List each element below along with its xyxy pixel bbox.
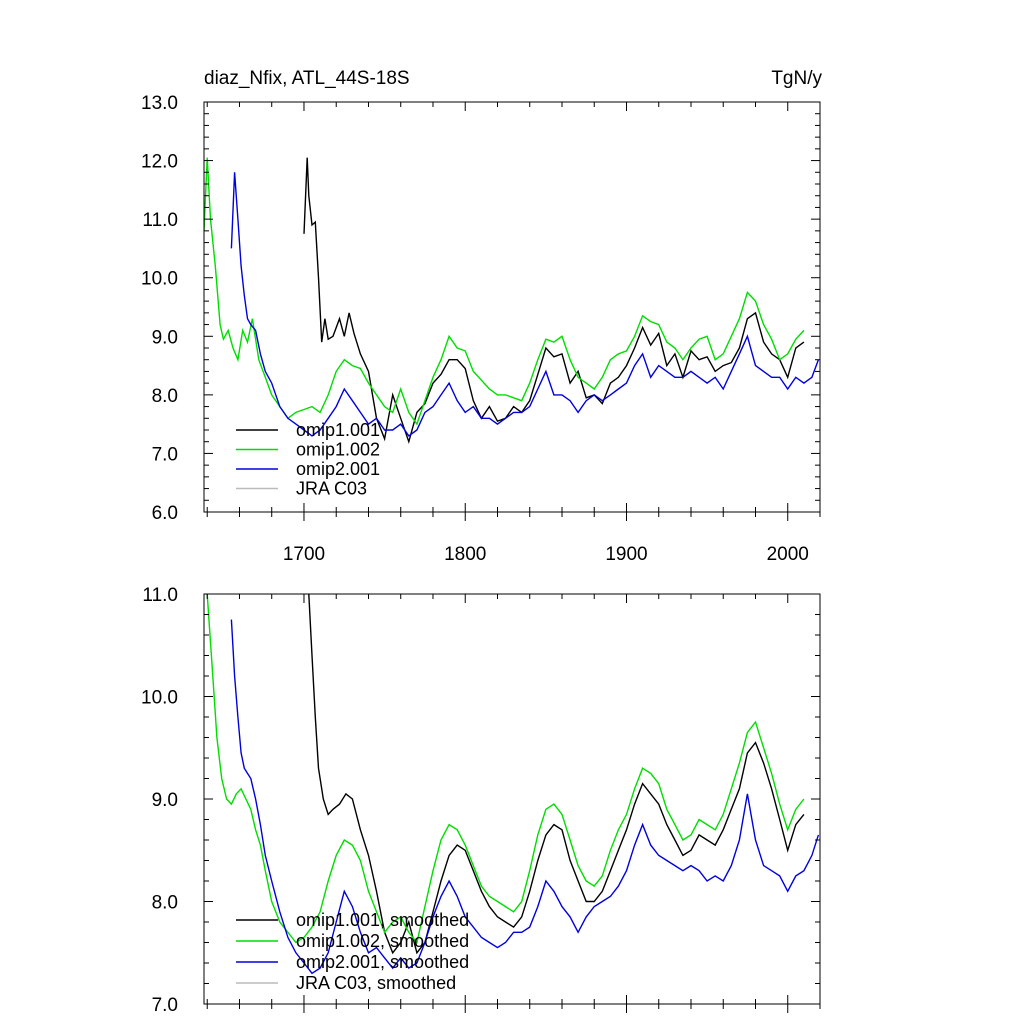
bottom-panel-series xyxy=(206,594,820,975)
series-line-omip1-001-smoothed xyxy=(308,594,805,955)
top-panel-units: TgN/y xyxy=(771,68,822,89)
y-tick-label: 10.0 xyxy=(141,688,178,709)
top-panel-frame xyxy=(203,101,821,513)
legend-label: omip1.001 xyxy=(296,420,380,440)
y-tick-label: 13.0 xyxy=(141,93,178,114)
y-tick-label: 8.0 xyxy=(152,386,178,407)
y-tick-label: 7.0 xyxy=(152,444,178,465)
bottom-panel-ticks: 7.0 8.0 9.0 10.0 11.0 xyxy=(141,585,821,1016)
legend-label: JRA C03 xyxy=(296,479,367,499)
top-panel: diaz_Nfix, ATL_44S-18S TgN/y 6.0 7.0 8.0 9.… xyxy=(141,68,822,565)
top-panel-ticks: 6.0 7.0 8.0 9.0 10.0 11.0 12.0 13.0 1700 1800 1900… xyxy=(141,93,821,565)
legend-label: omip1.002, smoothed xyxy=(296,931,469,951)
x-tick-label: 1900 xyxy=(605,544,647,565)
bottom-panel: 7.08.09.010.011.0 omip1.001, smoothedomi… xyxy=(141,585,821,1016)
y-tick-label: 9.0 xyxy=(152,790,178,811)
x-tick-label: 1800 xyxy=(444,544,486,565)
series-line-omip2-001 xyxy=(230,172,820,437)
y-tick-label: 7.0 xyxy=(152,995,178,1016)
y-tick-label: 12.0 xyxy=(141,152,178,173)
y-tick-label: 11.0 xyxy=(142,210,178,231)
bottom-panel-frame xyxy=(203,593,821,1005)
series-line-omip2-001-smoothed xyxy=(230,619,820,975)
top-panel-series xyxy=(204,157,820,445)
y-tick-label: 8.0 xyxy=(152,893,178,914)
legend-label: omip2.001 xyxy=(296,459,380,479)
legend-label: omip1.001, smoothed xyxy=(296,910,469,930)
x-tick-label: 1700 xyxy=(283,544,325,565)
y-tick-label: 9.0 xyxy=(152,327,178,348)
legend-label: omip2.001, smoothed xyxy=(296,952,469,972)
y-tick-label: 10.0 xyxy=(141,269,178,290)
x-tick-label: 2000 xyxy=(767,544,809,565)
series-line-omip1-002-smoothed xyxy=(206,594,805,945)
top-panel-title: diaz_Nfix, ATL_44S-18S xyxy=(204,68,410,89)
y-tick-label: 6.0 xyxy=(152,503,178,524)
series-line-omip1-001 xyxy=(303,157,805,445)
y-tick-label: 11.0 xyxy=(142,585,178,606)
legend-label: omip1.002 xyxy=(296,440,380,460)
series-line-omip1-002 xyxy=(204,157,805,426)
legend-label: JRA C03, smoothed xyxy=(296,973,456,993)
